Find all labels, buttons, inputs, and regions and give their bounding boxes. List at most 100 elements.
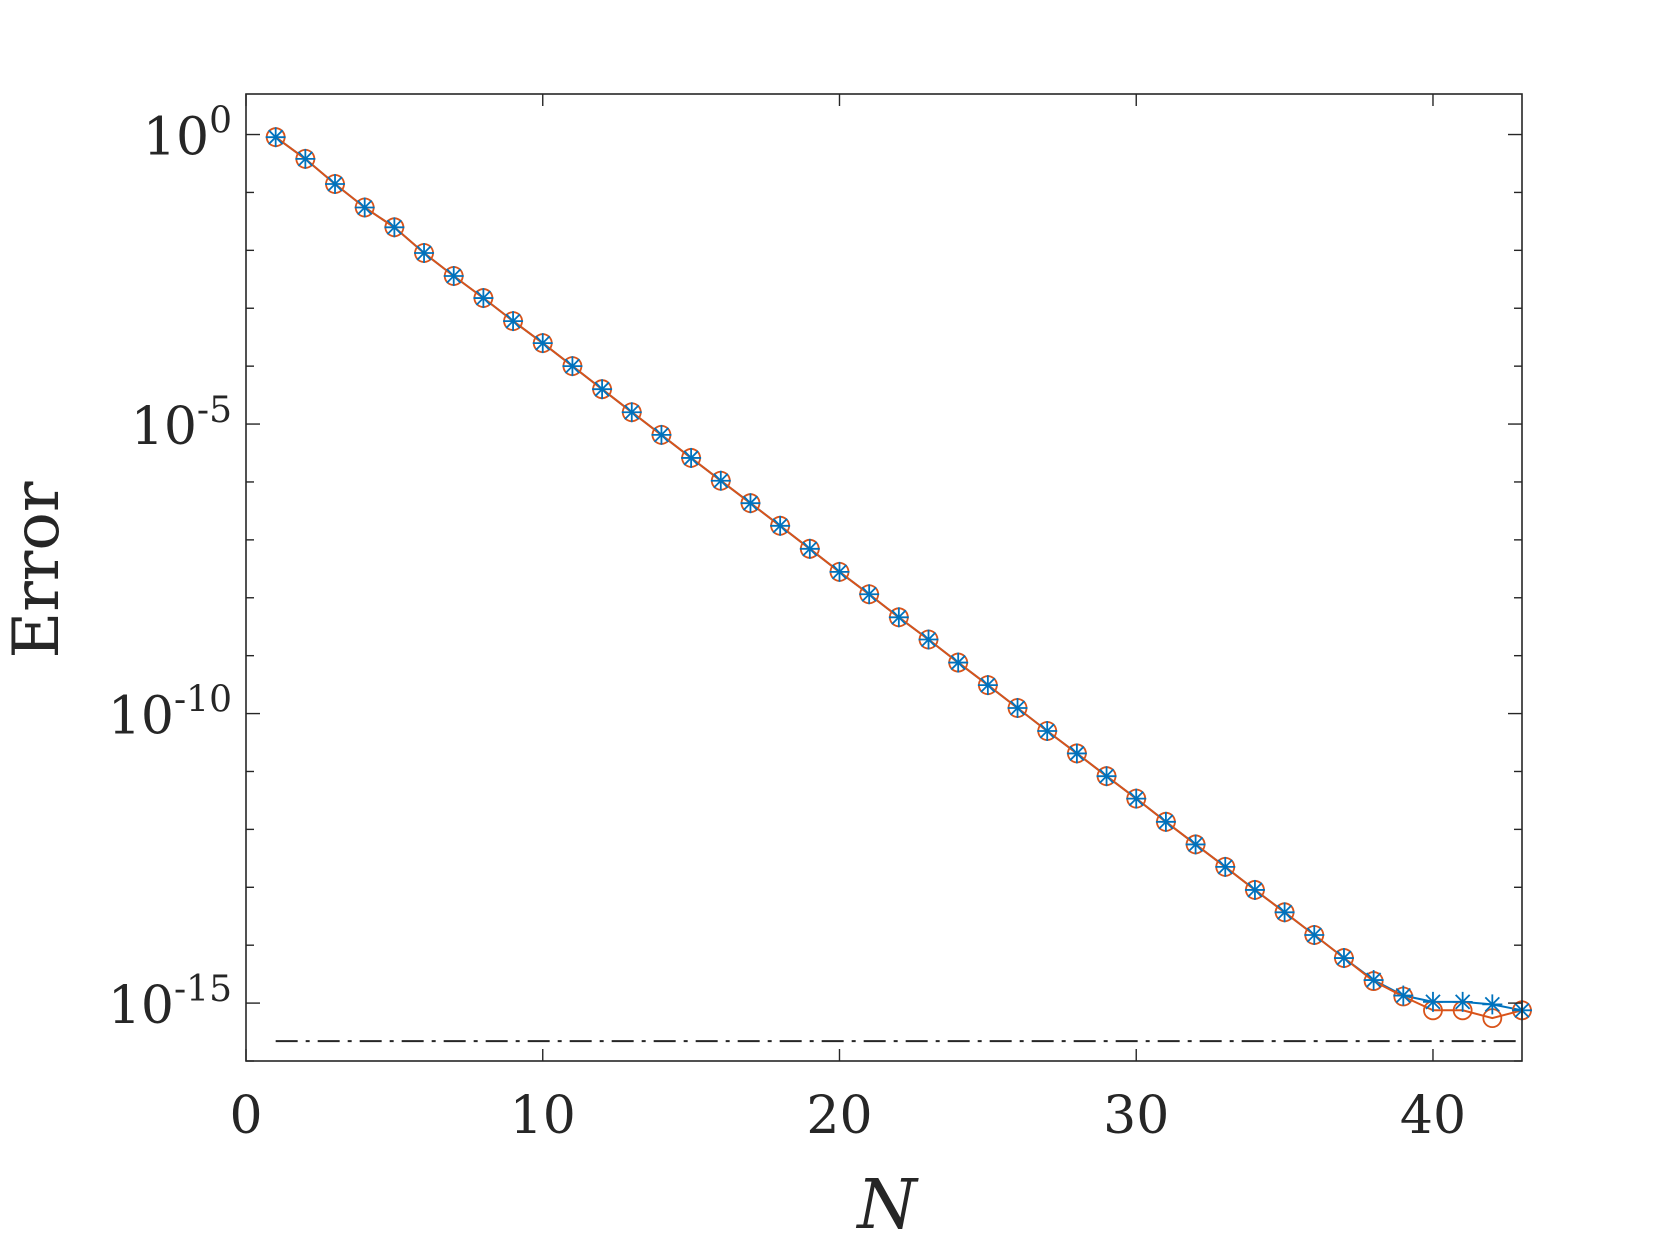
star-stroke xyxy=(1484,996,1500,1013)
star-stroke xyxy=(653,427,670,443)
star-stroke xyxy=(742,495,759,511)
data-point-star xyxy=(414,242,435,263)
data-point-star xyxy=(1452,991,1473,1012)
star-stroke xyxy=(831,564,848,580)
data-point-star xyxy=(503,311,524,332)
y-axis-label: Error xyxy=(0,481,74,658)
data-point-star xyxy=(562,356,583,377)
data-point-star xyxy=(1363,970,1384,991)
star-stroke xyxy=(297,151,313,167)
star-stroke xyxy=(327,176,343,192)
data-point-star xyxy=(799,538,820,559)
star-stroke xyxy=(1306,927,1322,943)
data-point-star xyxy=(1007,697,1028,718)
star-stroke xyxy=(1158,814,1174,830)
data-point-star xyxy=(710,470,731,491)
data-point-star xyxy=(1393,985,1414,1006)
star-stroke xyxy=(713,473,729,489)
star-stroke xyxy=(1187,836,1204,853)
x-tick-label: 0 xyxy=(229,1086,262,1146)
data-point-star xyxy=(1037,721,1058,742)
data-point-star xyxy=(1066,743,1087,764)
star-stroke xyxy=(1009,700,1026,716)
data-point-star xyxy=(1155,811,1176,832)
star-stroke xyxy=(1336,950,1352,966)
star-stroke xyxy=(1128,790,1144,807)
data-point-star xyxy=(295,148,316,169)
data-point-star xyxy=(770,515,791,536)
data-point-star xyxy=(859,584,880,605)
star-stroke xyxy=(1425,994,1441,1010)
data-point-star xyxy=(948,652,969,673)
star-stroke xyxy=(594,381,610,397)
data-point-star xyxy=(1244,879,1265,900)
star-stroke xyxy=(624,404,640,420)
y-tick-label: 10-10 xyxy=(108,680,232,747)
star-stroke xyxy=(1395,987,1411,1004)
x-tick-label: 10 xyxy=(510,1086,576,1146)
data-point-star xyxy=(592,379,613,400)
star-stroke xyxy=(950,654,966,671)
data-point-star xyxy=(888,607,909,628)
star-stroke xyxy=(772,518,788,534)
data-point-star xyxy=(1422,991,1443,1012)
data-point-star xyxy=(1185,834,1206,855)
star-stroke xyxy=(861,586,877,602)
star-stroke xyxy=(475,290,492,306)
data-point-star xyxy=(473,288,494,309)
y-tick-label: 10-15 xyxy=(108,969,232,1036)
star-stroke xyxy=(564,358,581,374)
data-point-star xyxy=(443,266,464,287)
data-point-star xyxy=(740,493,761,514)
data-point-star xyxy=(1096,766,1117,787)
star-stroke xyxy=(1217,859,1233,875)
star-stroke xyxy=(386,219,403,235)
axes: 0 10 20 30 40 100 10-5 10-10 10-15 xyxy=(108,93,1523,1146)
star-stroke xyxy=(1069,745,1085,762)
star-stroke xyxy=(920,631,937,648)
data-point-star xyxy=(1304,924,1325,945)
data-point-star xyxy=(1274,902,1295,923)
star-stroke xyxy=(1365,972,1382,988)
star-stroke xyxy=(1039,723,1055,739)
plot-area xyxy=(265,127,1532,1043)
star-stroke xyxy=(1247,882,1263,898)
data-point-star xyxy=(384,217,405,238)
y-tick-label: 100 xyxy=(143,101,232,168)
data-point-star xyxy=(1333,948,1354,969)
data-point-star xyxy=(265,127,286,148)
data-point-star xyxy=(829,561,850,582)
star-stroke xyxy=(446,268,462,284)
y-tick-label: 10-5 xyxy=(131,390,232,457)
star-stroke xyxy=(802,541,818,557)
data-point-star xyxy=(977,675,998,696)
star-stroke xyxy=(1455,994,1471,1010)
data-point-star xyxy=(325,173,346,194)
data-point-star xyxy=(651,424,672,445)
x-tick-label: 30 xyxy=(1103,1086,1169,1146)
star-stroke xyxy=(891,609,907,625)
data-point-star xyxy=(354,197,375,218)
star-stroke xyxy=(980,677,996,693)
star-stroke xyxy=(683,450,699,466)
star-stroke xyxy=(416,245,432,261)
x-tick-label: 40 xyxy=(1400,1086,1466,1146)
x-axis-label: N xyxy=(855,1166,919,1245)
star-stroke xyxy=(1276,904,1293,920)
star-stroke xyxy=(505,313,521,329)
data-point-star xyxy=(1482,994,1503,1015)
star-stroke xyxy=(1098,768,1115,784)
data-point-star xyxy=(1215,856,1236,877)
axes-box xyxy=(245,93,1523,1062)
star-stroke xyxy=(535,335,551,351)
data-point-star xyxy=(918,629,939,650)
data-point-star xyxy=(681,447,702,468)
data-point-star xyxy=(1126,788,1147,809)
star-stroke xyxy=(268,129,284,145)
x-tick-label: 20 xyxy=(806,1086,872,1146)
data-point-star xyxy=(621,402,642,423)
data-point-star xyxy=(532,333,553,354)
